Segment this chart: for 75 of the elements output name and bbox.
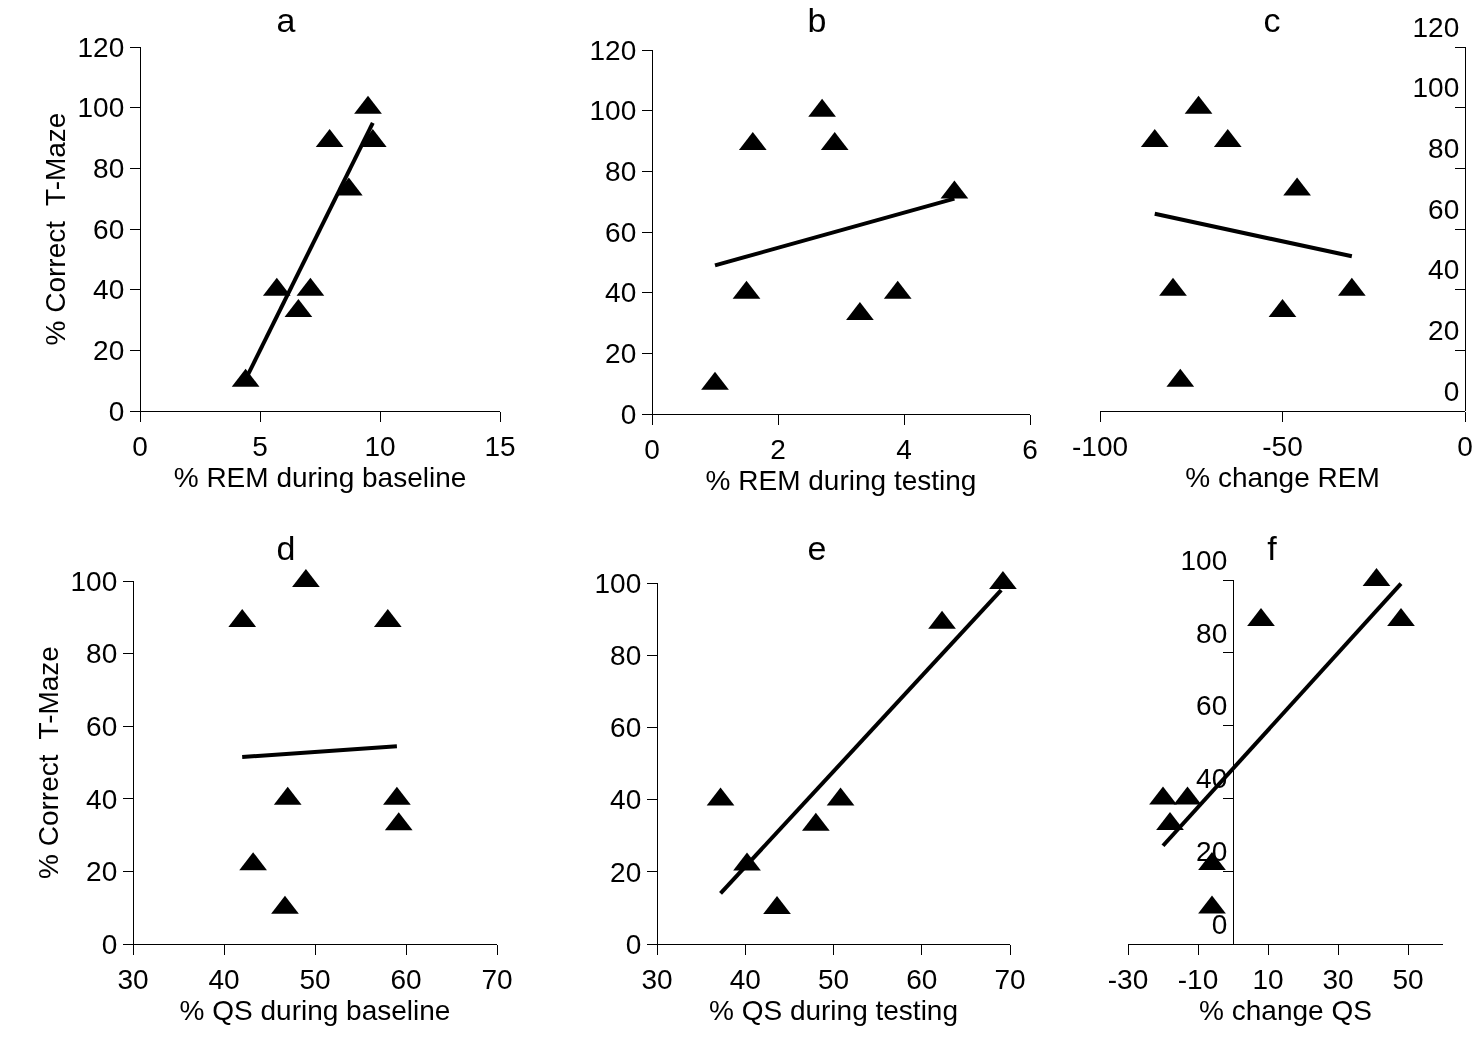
y-axis-title: % Correct T-Maze <box>33 646 65 879</box>
y-tick-label: 100 <box>77 92 125 124</box>
x-axis-title: % QS during baseline <box>179 994 451 1026</box>
x-tick-label: 50 <box>817 963 850 995</box>
y-tick-label: 0 <box>108 395 125 427</box>
y-tick-label: 20 <box>605 338 637 370</box>
chart-title: d <box>276 528 296 567</box>
x-tick-label: 2 <box>770 433 786 465</box>
x-tick-label: 50 <box>299 963 331 995</box>
x-axis-title: % REM during testing <box>705 464 977 496</box>
x-tick-label: 6 <box>1022 433 1038 465</box>
y-tick-label: 100 <box>70 565 118 597</box>
chart-title: a <box>276 0 296 39</box>
y-tick-label: 60 <box>1428 193 1460 225</box>
y-tick-label: 80 <box>605 156 637 188</box>
x-tick-label: 10 <box>364 430 396 462</box>
y-tick-label: 100 <box>1412 72 1460 104</box>
x-tick-label: -100 <box>1071 430 1129 462</box>
y-tick-label: 120 <box>589 34 637 66</box>
y-tick-label: 40 <box>93 274 125 306</box>
y-tick-label: 40 <box>610 784 642 816</box>
x-tick-label: 10 <box>1252 963 1284 995</box>
y-tick-label: 80 <box>93 153 125 185</box>
x-tick-label: 0 <box>132 430 148 462</box>
y-tick-label: 80 <box>1428 133 1460 165</box>
y-tick-label: 40 <box>86 783 118 815</box>
x-axis-title: % REM during baseline <box>173 461 467 493</box>
x-tick-label: 4 <box>896 433 912 465</box>
x-axis-title: % QS during testing <box>708 994 959 1026</box>
chart-title: b <box>807 0 827 39</box>
y-tick-label: 100 <box>589 95 637 127</box>
y-tick-label: 80 <box>1196 617 1228 649</box>
x-tick-label: 30 <box>1322 963 1354 995</box>
chart-title: c <box>1263 0 1281 39</box>
y-tick-label: 80 <box>86 638 118 670</box>
chart-title: e <box>807 528 827 567</box>
x-tick-label: 30 <box>117 963 149 995</box>
y-tick-label: 120 <box>1412 11 1460 43</box>
x-tick-label: 30 <box>641 963 673 995</box>
x-tick-label: 15 <box>484 430 516 462</box>
y-tick-label: 20 <box>1428 315 1460 347</box>
y-tick-label: 60 <box>605 216 637 248</box>
y-tick-label: 0 <box>1211 908 1228 940</box>
y-tick-label: 0 <box>1443 375 1460 407</box>
y-tick-label: 40 <box>605 277 637 309</box>
x-tick-label: -10 <box>1177 963 1219 995</box>
y-tick-label: 60 <box>86 711 118 742</box>
chart-title: f <box>1267 528 1278 567</box>
y-tick-label: 0 <box>101 928 118 960</box>
y-tick-label: 60 <box>1196 690 1228 722</box>
y-tick-label: 100 <box>1180 544 1228 576</box>
y-tick-label: 60 <box>93 213 125 245</box>
x-axis-title: % change QS <box>1199 994 1372 1026</box>
x-tick-label: 70 <box>994 963 1026 995</box>
y-tick-label: 0 <box>620 398 637 430</box>
x-axis-title: % change REM <box>1185 461 1380 493</box>
x-tick-label: 40 <box>729 963 761 995</box>
x-tick-label: 70 <box>481 963 513 995</box>
y-tick-label: 20 <box>610 856 642 888</box>
x-tick-label: 50 <box>1392 963 1424 995</box>
x-tick-label: 5 <box>252 430 268 462</box>
y-tick-label: 120 <box>77 31 125 63</box>
y-tick-label: 60 <box>610 712 642 744</box>
x-tick-label: -50 <box>1262 430 1303 462</box>
y-tick-label: 80 <box>610 640 642 671</box>
x-tick-label: -30 <box>1107 963 1149 995</box>
y-tick-label: 40 <box>1428 254 1460 286</box>
y-tick-label: 0 <box>625 928 642 960</box>
x-tick-label: 60 <box>390 963 422 995</box>
y-tick-label: 20 <box>86 856 118 888</box>
y-tick-label: 20 <box>93 335 125 367</box>
x-tick-label: 40 <box>208 963 240 995</box>
y-tick-label: 100 <box>594 567 642 599</box>
y-axis-title: % Correct T-Maze <box>40 112 72 346</box>
x-tick-label: 60 <box>906 963 938 995</box>
